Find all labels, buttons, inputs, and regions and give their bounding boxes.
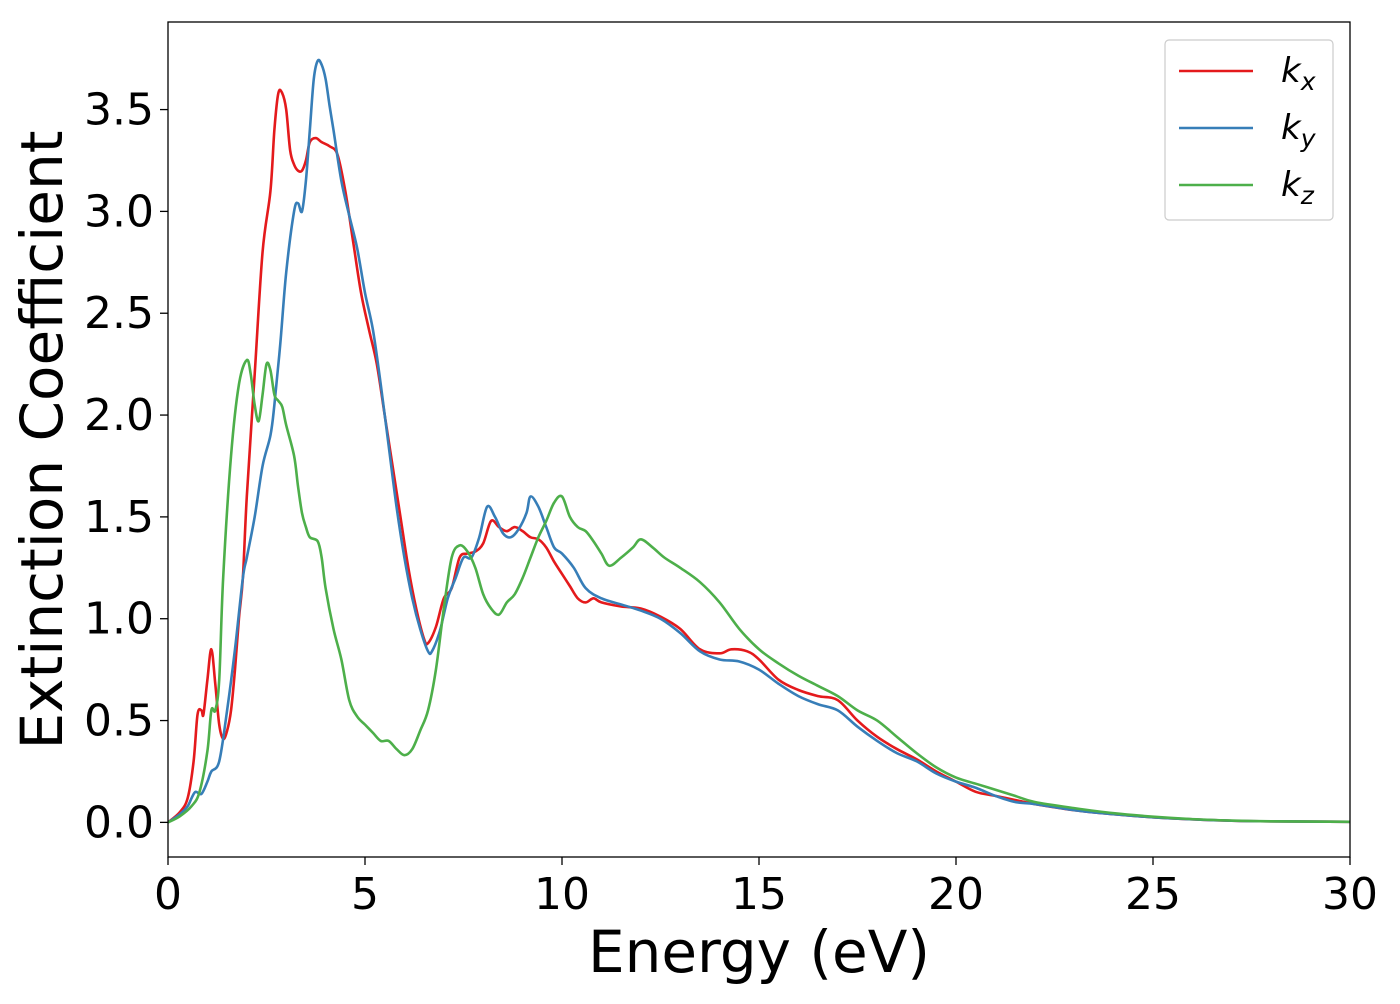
x-tick-label: 15 — [731, 869, 787, 920]
x-tick-label: 10 — [534, 869, 590, 920]
y-axis-label: Extinction Coefficient — [8, 131, 76, 750]
y-tick-label: 1.5 — [84, 492, 154, 543]
y-tick-label: 1.0 — [84, 594, 154, 645]
y-tick-label: 3.5 — [84, 85, 154, 136]
x-tick-label: 20 — [928, 869, 984, 920]
x-tick-label: 0 — [154, 869, 182, 920]
y-tick-label: 2.5 — [84, 288, 154, 339]
y-tick-label: 3.0 — [84, 186, 154, 237]
y-tick-label: 0.0 — [84, 797, 154, 848]
x-tick-label: 25 — [1125, 869, 1181, 920]
x-tick-label: 30 — [1322, 869, 1378, 920]
y-tick-label: 2.0 — [84, 390, 154, 441]
ticks-layer: 0 5 10 15 20 25 30 0.0 0.5 1.0 1.5 2.0 2.5 3.0 3.5 — [84, 85, 1378, 920]
series-line-y — [168, 58, 1350, 824]
legend-label-z: kz — [1281, 165, 1315, 210]
legend-label-x: kx — [1281, 51, 1316, 96]
legend-items: kx ky kz — [1179, 51, 1317, 210]
series-line-z — [168, 358, 1350, 824]
series-layer — [168, 58, 1350, 824]
x-tick-label: 5 — [351, 869, 379, 920]
legend-label-y: ky — [1281, 108, 1317, 153]
y-tick-label: 0.5 — [84, 696, 154, 747]
legend: kx ky kz — [1164, 39, 1334, 221]
x-axis-label: Energy (eV) — [588, 918, 930, 986]
legend-box — [1164, 39, 1334, 221]
